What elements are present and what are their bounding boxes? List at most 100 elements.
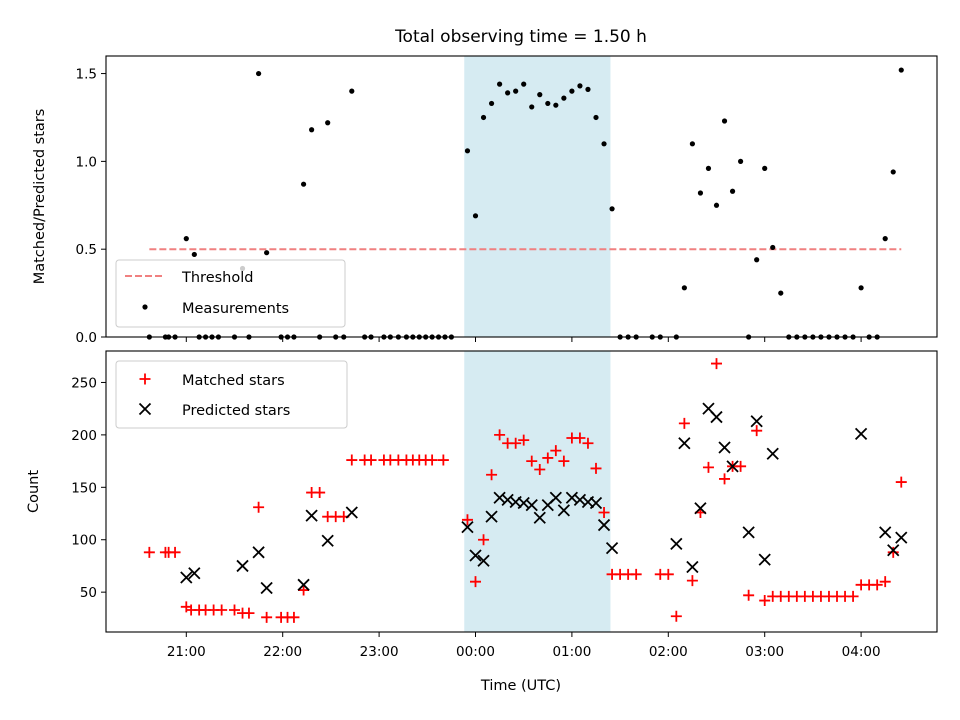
ratio-panel-frame	[105, 55, 938, 338]
measurement-point	[325, 120, 331, 126]
predicted-star-point	[297, 578, 310, 591]
x-tick-label: 22:00	[263, 644, 302, 660]
ratio-legend: Threshold Measurements	[115, 259, 346, 328]
measurement-point	[480, 114, 487, 121]
matched-star-point	[216, 604, 228, 616]
predicted-star-point	[750, 415, 763, 428]
measurement-point	[553, 102, 559, 108]
ratio-y-tick-label: 1.0	[76, 154, 97, 170]
matched-star-point	[743, 589, 755, 601]
count-y-tick-label: 100	[71, 533, 97, 549]
count-legend: Matched stars Predicted stars	[115, 360, 348, 429]
x-axis-label: Time (UTC)	[480, 678, 561, 694]
ratio-y-tick-label: 1.5	[76, 67, 97, 83]
predicted-star-point	[517, 496, 530, 510]
measurement-point	[593, 114, 599, 121]
measurement-point	[705, 165, 712, 171]
predicted-star-point	[694, 502, 707, 515]
measurement-point	[738, 158, 744, 164]
predicted-legend-label: Predicted stars	[182, 403, 290, 419]
matched-star-point	[518, 434, 530, 446]
predicted-star-point	[710, 410, 723, 424]
predicted-star-point	[236, 559, 249, 573]
predicted-star-point	[485, 510, 498, 523]
count-y-tick-label: 150	[71, 480, 97, 496]
matched-star-point	[486, 469, 498, 481]
measurement-point	[464, 148, 471, 154]
matched-star-point	[243, 607, 255, 619]
matched-star-point	[461, 514, 473, 526]
measurement-point	[349, 88, 355, 94]
predicted-star-point	[345, 506, 358, 519]
count-y-tick-label: 200	[71, 428, 97, 444]
matched-star-point	[670, 610, 682, 622]
matched-star-point	[630, 568, 642, 580]
predicted-star-point	[252, 546, 265, 559]
observing-window-shade-count	[464, 351, 611, 632]
x-tick-label: 23:00	[360, 644, 399, 660]
chart-title: Total observing time = 1.50 h	[394, 27, 647, 47]
measurement-point	[762, 165, 768, 171]
predicted-star-point	[895, 531, 908, 544]
measurement-point	[681, 285, 687, 291]
matched-star-point	[759, 595, 771, 607]
matched-star-point	[510, 437, 522, 449]
measurement-point	[689, 141, 696, 147]
matched-star-point	[534, 463, 546, 475]
predicted-star-point	[501, 493, 514, 507]
predicted-star-point	[589, 496, 603, 510]
predicted-star-point	[742, 526, 755, 539]
x-tick-label: 21:00	[167, 644, 206, 660]
matched-star-point	[871, 579, 883, 591]
ratio-y-tick-label: 0.5	[76, 242, 97, 258]
matched-legend-swatch	[139, 373, 151, 385]
measurement-point	[561, 95, 567, 101]
measurement-point	[537, 92, 543, 98]
predicted-star-point	[260, 581, 273, 595]
predicted-star-point	[549, 491, 562, 504]
count-y-axis: 50 100 150 200 250	[71, 375, 106, 601]
measurement-point	[601, 141, 607, 147]
measurement-point	[545, 100, 551, 107]
predicted-star-point	[180, 571, 193, 584]
matched-star-point	[253, 501, 265, 513]
matched-legend-label: Matched stars	[182, 373, 285, 389]
measurement-point	[577, 83, 583, 89]
matched-star-point	[470, 576, 481, 588]
ratio-y-axis: 0.0 0.5 1.0 1.5	[76, 67, 106, 346]
predicted-star-point	[686, 560, 699, 574]
matched-star-point	[261, 611, 273, 623]
predicted-star-point	[766, 447, 779, 460]
predicted-star-point	[565, 491, 579, 504]
measurement-point	[191, 251, 197, 258]
x-tick-label: 04:00	[842, 644, 881, 660]
x-tick-label: 01:00	[552, 644, 591, 660]
matched-star-point	[558, 455, 570, 467]
predicted-star-point	[477, 554, 490, 567]
x-tick-label: 00:00	[456, 644, 495, 660]
matched-star-point	[735, 460, 747, 472]
measurement-point	[472, 213, 479, 219]
matched-star-point	[598, 506, 610, 518]
measurement-point	[890, 169, 896, 175]
measurement-point	[729, 188, 736, 194]
matched-star-point	[437, 454, 449, 466]
measurement-point	[264, 250, 270, 256]
predicted-star-point	[493, 491, 506, 504]
count-y-axis-label: Count	[26, 470, 42, 513]
predicted-star-point	[605, 541, 619, 555]
measurement-point	[309, 127, 315, 133]
predicted-star-point	[188, 567, 201, 580]
predicted-star-point	[854, 427, 868, 440]
matched-star-point	[550, 445, 562, 457]
matched-star-point	[887, 546, 899, 558]
matched-star-point	[719, 473, 731, 485]
ratio-y-axis-label: Matched/Predicted stars	[32, 109, 48, 285]
matched-star-point	[314, 487, 326, 499]
ratio-panel: 0.0 0.5 1.0 1.5 Matched/Predicted stars Thr…	[32, 55, 938, 346]
measurement-point	[609, 206, 615, 212]
matched-star-point	[686, 575, 698, 587]
predicted-star-point	[305, 509, 318, 522]
predicted-star-point	[557, 504, 571, 517]
matched-star-point	[711, 358, 722, 370]
